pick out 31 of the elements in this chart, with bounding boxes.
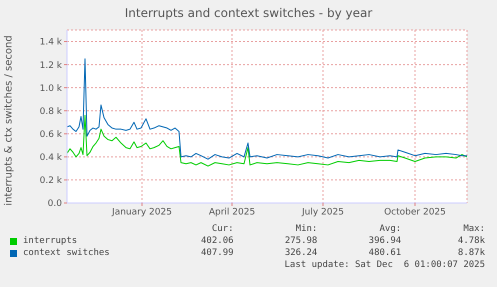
text: Max: — [462, 223, 486, 235]
chart-title: Interrupts and context switches - by year — [124, 6, 374, 20]
text: 407.99 — [200, 247, 234, 259]
text: Min: — [294, 223, 318, 235]
x-tick-label: July 2025 — [301, 207, 344, 218]
y-tick-label: 0.2 k — [40, 176, 63, 186]
y-tick-label: 0.0 — [48, 199, 62, 210]
text: 402.06 — [200, 235, 234, 247]
y-tick-label: 1.4 k — [40, 38, 63, 48]
x-tick-label: January 2025 — [111, 207, 172, 218]
text: 4.78k — [456, 235, 486, 247]
text: 8.87k — [456, 247, 486, 259]
y-tick-label: 0.8 k — [40, 106, 63, 117]
y-tick-label: 0.4 k — [40, 153, 63, 164]
y-tick-label: 1.2 k — [40, 60, 63, 71]
y-axis-title: interrupts & ctx switches / second — [4, 34, 14, 206]
y-tick-label: 0.6 k — [40, 130, 63, 140]
text: 480.61 — [368, 247, 402, 259]
line-series — [67, 58, 467, 160]
text: 326.24 — [284, 247, 318, 259]
x-tick-label: April 2025 — [208, 207, 256, 218]
text: Avg: — [378, 223, 402, 235]
x-tick-label: October 2025 — [384, 207, 446, 218]
text: Cur: — [210, 223, 234, 235]
line-series — [67, 114, 467, 167]
text: Last update: Sat Dec 6 01:00:07 2025 — [284, 259, 485, 271]
legend-label: context switches — [23, 247, 110, 259]
legend-label: interrupts — [23, 235, 78, 247]
text: 275.98 — [284, 235, 318, 247]
y-tick-label: 1.0 k — [40, 84, 63, 94]
text: 396.94 — [368, 235, 402, 247]
